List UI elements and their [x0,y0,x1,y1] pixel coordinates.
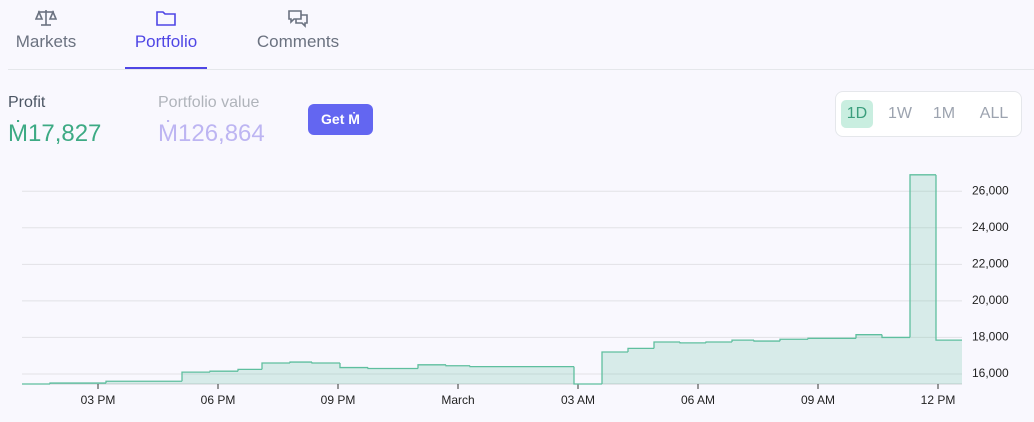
range-button[interactable]: 1M [932,105,956,122]
area-segment [936,340,962,384]
tab[interactable]: Comments [250,8,346,52]
tab[interactable]: Portfolio [125,8,207,52]
step-line [105,380,182,384]
step-line [339,362,368,369]
y-tick-label: 24,000 [972,220,1009,234]
x-tick-label: 06 AM [681,393,715,407]
area-segment [856,334,882,384]
step-line [807,337,830,340]
area-segment [602,352,628,384]
step-line [417,364,446,369]
get-button[interactable]: Get Ṁ [308,104,373,135]
step-line [209,370,238,373]
step-line [311,362,340,364]
range-selector: 1D 1W 1M ALL [835,91,1022,137]
tab-label: Portfolio [134,32,198,51]
step-line [261,362,290,370]
tab-indicator [125,67,207,69]
range-button[interactable]: ALL [979,105,1009,122]
y-tick-label: 18,000 [972,330,1009,344]
tab[interactable]: Markets [10,8,82,52]
x-tick-label: 03 AM [561,393,595,407]
area-segment [106,381,182,384]
divider [8,69,1034,70]
area-segment [446,365,470,384]
step-line [855,334,882,339]
step-line [731,339,754,342]
area-segment [910,174,936,384]
tab-label: Markets [15,32,77,51]
step-line [601,351,628,384]
y-tick-label: 22,000 [972,257,1009,271]
area-segment [706,341,732,384]
area-segment [262,362,290,384]
step-line [753,340,780,342]
portfolio-label: Portfolio value [158,94,260,111]
step-line [935,174,962,341]
y-tick-label: 20,000 [972,293,1009,307]
step-line [573,366,602,385]
step-line [49,382,106,384]
tab-label: Comments [256,32,340,51]
icon [288,10,308,28]
icon [35,9,57,26]
area-segment [754,341,780,384]
y-tick-label: 26,000 [972,183,1009,197]
area-segment [882,337,910,384]
step-line [289,361,312,363]
step-line [627,347,654,353]
range-button[interactable]: 1W [888,105,912,122]
area-segment [210,371,238,384]
step-line [237,368,262,372]
step-line [445,364,470,367]
area-segment [680,342,706,384]
step-line [469,365,574,368]
area-segment [830,338,856,384]
area-segment [340,367,368,384]
step-line [779,338,808,342]
portfolio-value: Ṁ126,864 [158,120,265,147]
step-line [881,334,910,339]
profit-label: Profit [8,94,46,111]
step-line [653,341,680,349]
profit-value: Ṁ17,827 [8,120,102,147]
area-segment [238,369,262,384]
x-tick-label: March [441,393,474,407]
step-line [367,367,418,370]
area-segment [808,338,830,384]
step-line [181,371,210,382]
x-tick-label: 09 AM [801,393,835,407]
step-line [705,341,732,343]
area-segment [628,348,654,384]
range-button[interactable]: 1D [841,100,873,128]
area-segment [418,364,446,384]
step-line [909,174,936,338]
area-segment [470,366,574,384]
area-segment [290,362,312,384]
icon [156,11,176,26]
area-segment [654,341,680,384]
area-segment [368,368,418,384]
area-segment [312,362,340,384]
x-tick-label: 09 PM [321,393,356,407]
x-tick-label: 12 PM [921,393,956,407]
area-segment [780,339,808,384]
area-segment [182,372,210,384]
step-line [679,341,706,344]
y-tick-label: 16,000 [972,366,1009,380]
x-tick-label: 03 PM [81,393,116,407]
area-segment [732,340,754,384]
x-tick-label: 06 PM [201,393,236,407]
